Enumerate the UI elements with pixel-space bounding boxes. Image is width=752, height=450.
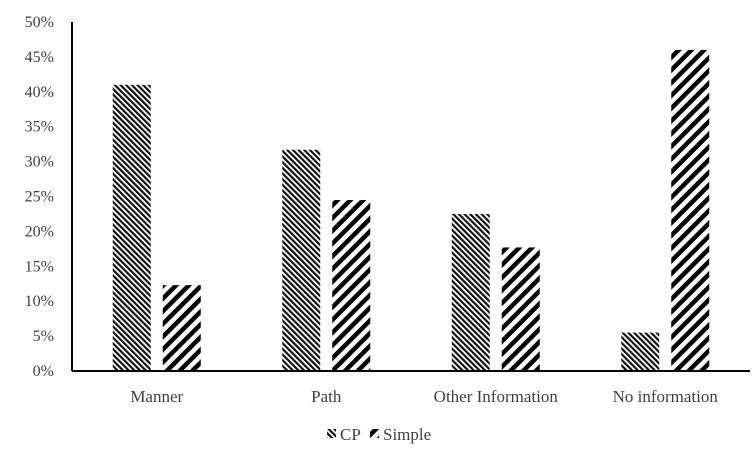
y-tick-label: 20%	[25, 223, 54, 240]
y-tick-label: 35%	[25, 119, 54, 136]
legend-swatch-cp	[327, 429, 336, 438]
legend-swatch-simple	[370, 429, 379, 438]
y-tick-label: 30%	[25, 154, 54, 171]
bar-cp-path	[282, 149, 321, 371]
legend-label-simple: Simple	[383, 425, 431, 444]
bar-cp-manner	[112, 84, 151, 371]
bar-simple-manner	[162, 285, 201, 371]
bars	[112, 49, 710, 372]
bar-simple-no-information	[671, 49, 710, 372]
y-tick-label: 25%	[25, 189, 54, 206]
y-tick-label: 15%	[25, 258, 54, 275]
bar-cp-other-information	[451, 213, 490, 371]
x-axis-category-labels: Manner Path Other Information No informatio…	[130, 387, 718, 406]
y-axis-tick-labels: 0% 5% 10% 15% 20% 25% 30% 35% 40% 45% 50%	[25, 14, 54, 380]
y-tick-label: 10%	[25, 293, 54, 310]
x-category-label: Manner	[130, 387, 183, 406]
y-tick-label: 5%	[33, 328, 54, 345]
legend: CP Simple	[327, 425, 431, 444]
y-tick-label: 40%	[25, 84, 54, 101]
bar-simple-path	[332, 199, 371, 371]
bar-cp-no-information	[621, 332, 660, 371]
y-tick-label: 50%	[25, 14, 54, 31]
x-category-label: No information	[613, 387, 719, 406]
y-tick-label: 45%	[25, 49, 54, 66]
bar-simple-other-information	[501, 247, 540, 371]
x-category-label: Path	[311, 387, 342, 406]
x-category-label: Other Information	[434, 387, 559, 406]
legend-label-cp: CP	[340, 425, 361, 444]
axes	[71, 22, 750, 372]
y-tick-label: 0%	[33, 363, 54, 380]
